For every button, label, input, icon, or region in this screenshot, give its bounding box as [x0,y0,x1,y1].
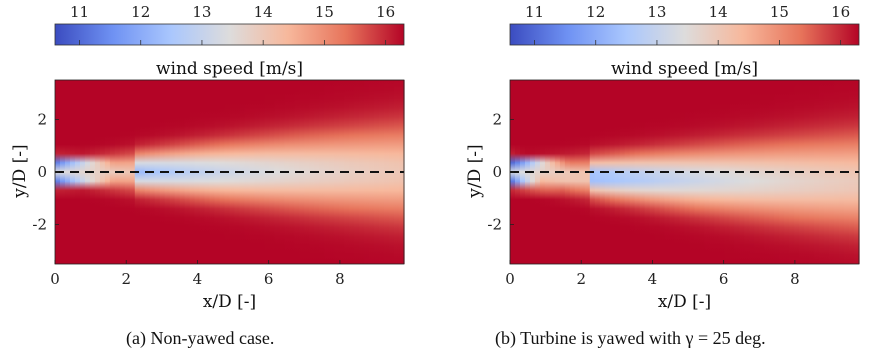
wake-strip [79,80,86,264]
wake-strip [534,80,541,264]
x-tick-label: 6 [264,270,274,288]
wake-strip [684,80,691,264]
colorbar-tick-label: 14 [709,3,728,21]
wake-strip [744,80,750,264]
colorbar-b: 11 12 13 14 15 16 wind speed [m/s] [509,3,860,79]
wake-strip [669,80,676,264]
colorbar-tick-label: 16 [376,3,395,21]
wake-strip [654,80,661,264]
x-axis-ticks: 0 2 4 6 8 [50,260,345,288]
wake-strip [289,80,295,264]
colorbar-tick-label: 11 [525,3,544,21]
wake-strip [639,80,646,264]
wake-strip [349,80,355,264]
colorbar-tick-label: 12 [586,3,605,21]
wake-strip [729,80,735,264]
wake-chart-a: 11 12 13 14 15 16 wind speed [m/s] 0 2 4 6 8 -2 0 2… [10,3,405,312]
wake-strip [64,80,71,264]
wake-strip [699,80,706,264]
wake-strip [304,80,310,264]
x-tick-label: 2 [576,270,586,288]
wake-strip [199,80,206,264]
y-axis-label: y/D [-] [10,144,30,198]
x-tick-label: 0 [505,270,515,288]
wake-strip [154,80,161,264]
wake-strip [519,80,526,264]
y-tick-label: -2 [32,216,47,234]
x-axis-ticks: 0 2 4 6 8 [505,260,800,288]
wake-strip [579,80,586,264]
wake-strip [714,80,720,264]
y-tick-label: 2 [37,110,47,128]
wake-strip [184,80,191,264]
x-tick-label: 4 [648,270,658,288]
colorbar-tick-label: 15 [770,3,789,21]
wake-strip [819,80,825,264]
y-axis-ticks: -2 0 2 [32,110,59,234]
x-axis-label: x/D [-] [203,292,256,312]
y-axis-ticks: -2 0 2 [487,110,514,234]
x-tick-label: 8 [790,270,800,288]
wake-strip [244,80,251,264]
x-tick-label: 6 [719,270,729,288]
colorbar-gradient-bar [509,23,860,46]
wake-strip [394,80,400,264]
colorbar-tick-label: 15 [315,3,334,21]
x-axis-label: x/D [-] [658,292,711,312]
colorbar-a: 11 12 13 14 15 16 wind speed [m/s] [54,3,405,79]
colorbar-gradient-bar [54,23,405,46]
y-tick-label: 0 [492,163,502,181]
y-tick-label: 0 [37,163,47,181]
y-tick-label: 2 [492,110,502,128]
caption-a: (a) Non-yawed case. [126,328,275,348]
y-tick-label: -2 [487,216,502,234]
x-tick-label: 8 [335,270,345,288]
colorbar-ticks: 11 12 13 14 15 16 [70,3,395,45]
wake-strip [759,80,765,264]
colorbar-tick-label: 11 [70,3,89,21]
wake-strip [564,80,571,264]
wake-strip [319,80,325,264]
colorbar-label: wind speed [m/s] [156,59,303,79]
wake-strip [169,80,176,264]
colorbar-tick-label: 13 [192,3,211,21]
wake-strip [594,80,601,264]
colorbar-tick-label: 16 [831,3,850,21]
wake-strip [364,80,370,264]
panel-b: 11 12 13 14 15 16 wind speed [m/s] 0 2 4 6 8 -2 0 2… [435,0,870,357]
wake-strip [379,80,385,264]
wake-strip [609,80,616,264]
wake-strip [229,80,236,264]
colorbar-ticks: 11 12 13 14 15 16 [525,3,850,45]
wake-strip [834,80,840,264]
wake-strip [849,80,855,264]
x-tick-label: 0 [50,270,60,288]
wake-strip [109,80,116,264]
x-tick-label: 4 [193,270,203,288]
wake-strip [274,80,280,264]
x-tick-label: 2 [121,270,131,288]
wake-strip [549,80,556,264]
plot-area-b: 0 2 4 6 8 -2 0 2 x/D [-] y/D [-] [465,79,860,312]
colorbar-tick-label: 14 [254,3,273,21]
colorbar-tick-label: 13 [647,3,666,21]
wake-strip [804,80,810,264]
colorbar-tick-label: 12 [131,3,150,21]
wake-strip [259,80,265,264]
wake-strip [94,80,101,264]
y-axis-label: y/D [-] [465,144,485,198]
colorbar-label: wind speed [m/s] [611,59,758,79]
wake-strip [789,80,795,264]
wake-strip [214,80,221,264]
wake-chart-b: 11 12 13 14 15 16 wind speed [m/s] 0 2 4 6 8 -2 0 2… [465,3,860,312]
panel-a: 11 12 13 14 15 16 wind speed [m/s] 0 2 4 6 8 -2 0 2… [10,3,405,348]
wake-strip [139,80,146,264]
wake-strip [334,80,340,264]
wake-strip [124,80,131,264]
caption-b: (b) Turbine is yawed with γ = 25 deg. [495,328,766,348]
plot-area-a: 0 2 4 6 8 -2 0 2 x/D [-] y/D [-] [10,79,405,312]
wake-strip [774,80,780,264]
wake-strip [624,80,631,264]
